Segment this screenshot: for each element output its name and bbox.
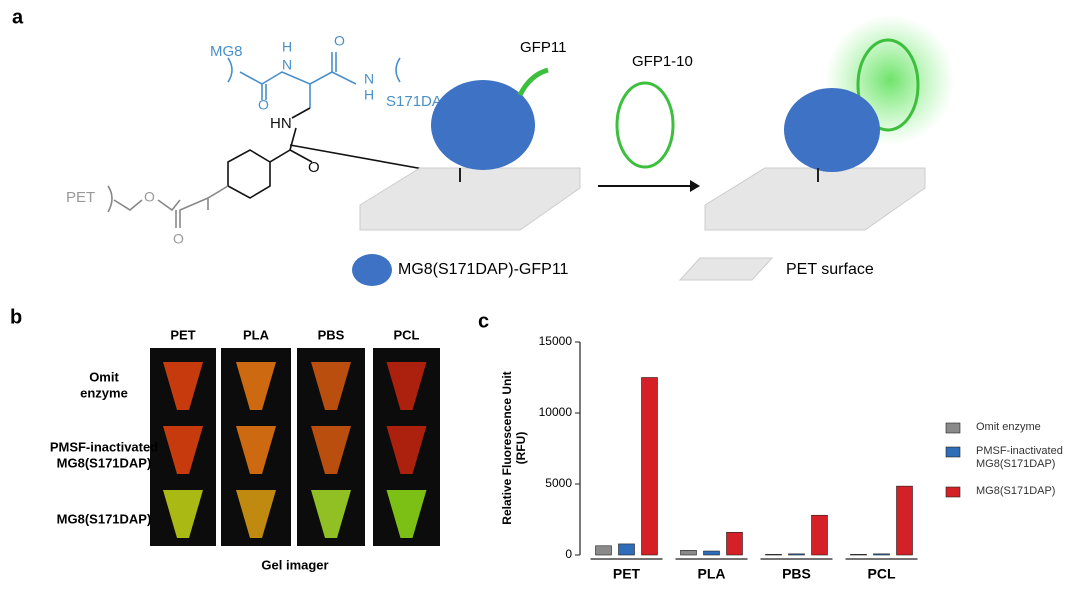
- row-label: Omit: [89, 369, 119, 384]
- gfp11-arrow: [517, 67, 549, 97]
- legend-icon: [678, 257, 774, 281]
- bar: [641, 377, 658, 556]
- pet-chain: [107, 185, 229, 228]
- chem-label: MG8: [210, 43, 243, 60]
- chem-label: O: [308, 159, 320, 176]
- chem-label: N: [364, 71, 374, 87]
- chem-label: S171DAP: [386, 93, 452, 110]
- linker: [227, 107, 441, 199]
- chem-label: O: [144, 189, 155, 205]
- row-label: MG8(S171DAP): [57, 511, 152, 526]
- legend-text: Omit enzyme: [976, 421, 1041, 433]
- bar: [618, 543, 635, 556]
- x-tick-label: PET: [613, 566, 641, 582]
- tube: [236, 490, 276, 538]
- bar: [680, 550, 697, 556]
- pet-plate: [359, 167, 581, 231]
- bar: [703, 550, 720, 556]
- tube: [386, 362, 427, 410]
- legend-text: MG8(S171DAP): [976, 485, 1056, 497]
- tube: [311, 490, 351, 538]
- row-label: enzyme: [80, 385, 128, 400]
- column-label: PBS: [318, 327, 345, 342]
- y-axis-label: (RFU): [514, 432, 528, 465]
- gel-images: PET PLA PBS PCLOmitenzymePMSF-inactivatedMG…: [50, 327, 440, 546]
- x-tick-label: PCL: [868, 566, 896, 582]
- bar: [788, 553, 805, 556]
- column-label: PET: [170, 327, 195, 342]
- chem-label: O: [334, 33, 345, 49]
- panel-label: a: [12, 6, 24, 28]
- y-axis-label: Relative Fluorescence Unit: [500, 371, 514, 524]
- chem-label: H: [364, 87, 374, 103]
- protein: [431, 80, 535, 170]
- y-tick-label: 5000: [545, 476, 572, 490]
- chart: 0 5000 10000 15000 Relative Fluorescence Uni…: [500, 334, 961, 582]
- tube: [236, 426, 276, 474]
- legend-swatch: [945, 486, 961, 498]
- pet-plate: [704, 167, 926, 231]
- legend-swatch: [945, 446, 961, 458]
- peptide-backbone: [227, 52, 401, 108]
- chem-label: O: [258, 97, 269, 113]
- legend-text: PET surface: [786, 261, 874, 278]
- tube: [236, 362, 276, 410]
- gfp-barrel: [615, 81, 675, 169]
- column-label: PCL: [394, 327, 420, 342]
- x-tick-label: PLA: [698, 566, 726, 582]
- legend-icon: [352, 254, 392, 286]
- row-label: PMSF-inactivated: [50, 439, 158, 454]
- bar: [873, 553, 890, 556]
- tube: [163, 490, 203, 538]
- bar: [850, 553, 867, 556]
- tube: [311, 362, 351, 410]
- bar: [595, 545, 612, 556]
- chem-label: N: [282, 57, 292, 73]
- chem-label: O: [173, 231, 184, 247]
- caption: Gel imager: [261, 557, 328, 572]
- tube: [386, 490, 427, 538]
- legend-text: PMSF-inactivated MG8(S171DAP): [976, 445, 1063, 470]
- chem-label: H: [282, 39, 292, 55]
- panel-label: c: [478, 310, 489, 332]
- x-tick-label: PBS: [782, 566, 811, 582]
- row-label: MG8(S171DAP): [57, 455, 152, 470]
- tube: [163, 362, 203, 410]
- chem-label: HN: [270, 115, 292, 132]
- bar: [765, 553, 782, 556]
- bar: [726, 531, 743, 556]
- arrowhead: [690, 180, 700, 192]
- label: GFP1-10: [632, 53, 693, 70]
- y-tick-label: 15000: [539, 334, 573, 348]
- legend-text: MG8(S171DAP)-GFP11: [398, 261, 569, 278]
- bar: [811, 514, 828, 556]
- label: GFP11: [520, 39, 566, 56]
- tube: [163, 426, 203, 474]
- legend-swatch: [945, 422, 961, 434]
- tube: [386, 426, 427, 474]
- column-label: PLA: [243, 327, 270, 342]
- bar: [896, 485, 913, 556]
- protein: [784, 88, 880, 172]
- y-tick-label: 10000: [539, 405, 573, 419]
- y-tick-label: 0: [565, 547, 572, 561]
- panel-label: b: [10, 306, 22, 328]
- tube: [311, 426, 351, 474]
- gfp-barrel: [856, 38, 920, 132]
- chem-label: PET: [66, 189, 95, 206]
